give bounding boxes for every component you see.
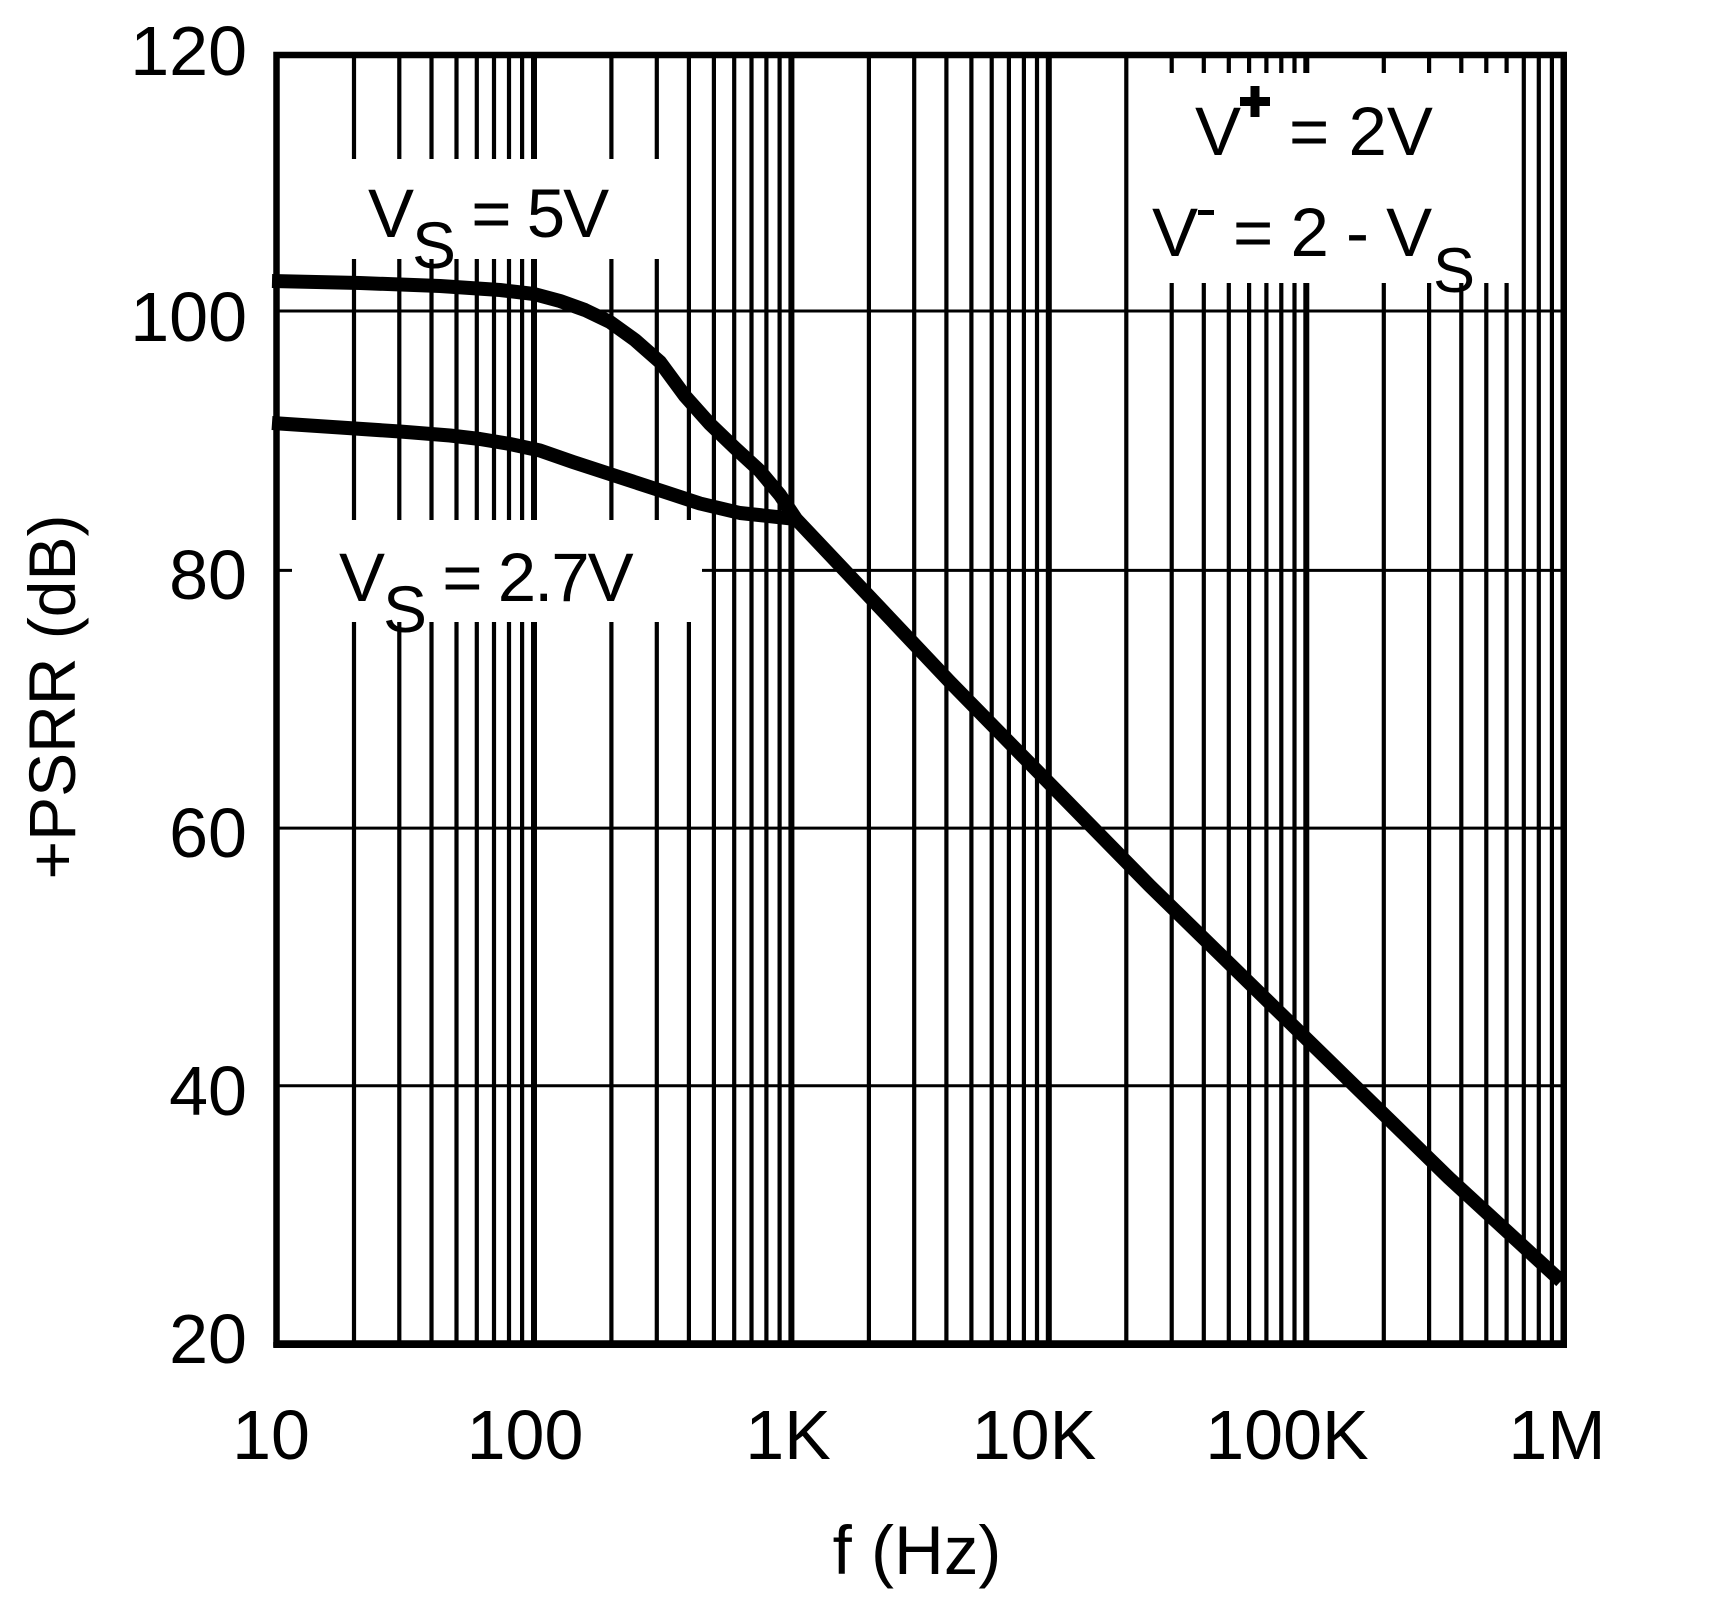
svg-text:1K: 1K	[745, 1396, 831, 1474]
svg-text:1M: 1M	[1508, 1396, 1605, 1474]
svg-text:100K: 100K	[1205, 1396, 1368, 1474]
svg-text:20: 20	[169, 1300, 247, 1378]
svg-text:100: 100	[467, 1396, 584, 1474]
svg-text:10: 10	[232, 1396, 310, 1474]
svg-text:S: S	[1433, 236, 1475, 306]
svg-text:+PSRR (dB): +PSRR (dB)	[15, 515, 89, 880]
svg-text:10K: 10K	[972, 1396, 1097, 1474]
svg-text:= 2 - V: = 2 - V	[1233, 194, 1432, 271]
svg-text:f (Hz): f (Hz)	[833, 1512, 1002, 1589]
svg-text:= 2V: = 2V	[1289, 93, 1433, 170]
svg-text:V: V	[1152, 194, 1198, 271]
svg-text:60: 60	[169, 794, 247, 872]
svg-text:100: 100	[130, 278, 247, 356]
svg-text:40: 40	[169, 1052, 247, 1130]
svg-text:120: 120	[130, 12, 247, 90]
svg-text:80: 80	[169, 536, 247, 614]
svg-text:V: V	[1195, 93, 1241, 170]
